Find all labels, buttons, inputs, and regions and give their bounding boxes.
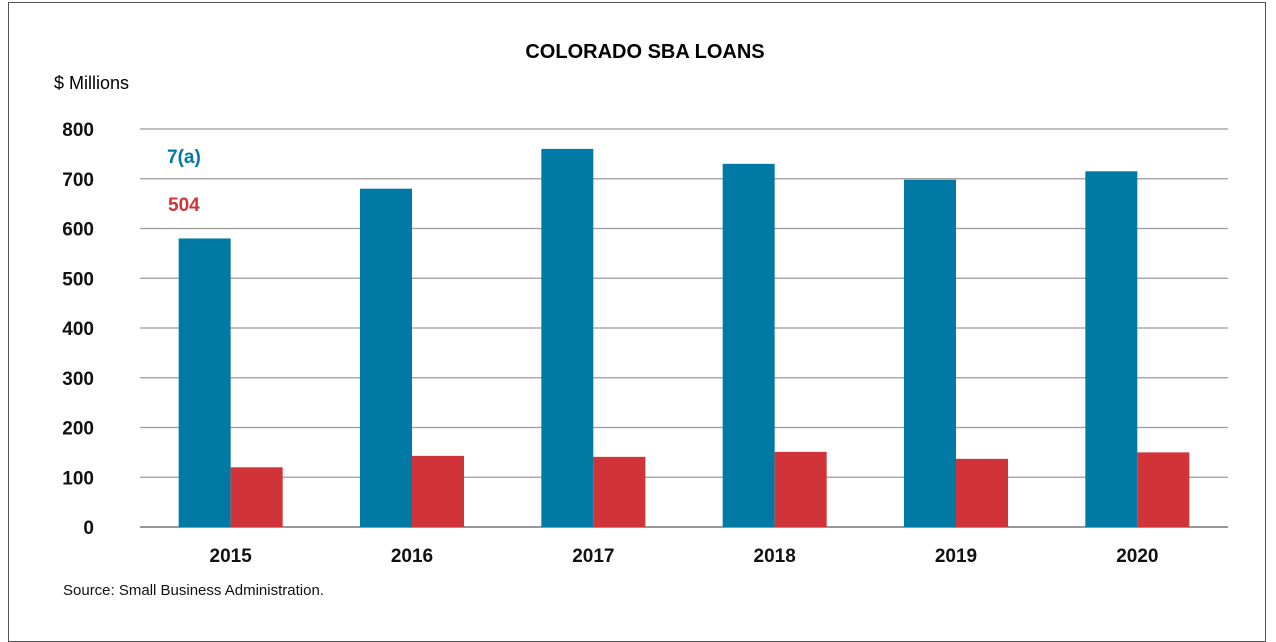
y-axis-ticks: 0 100 200 300 400 500 600 700 800 bbox=[62, 120, 94, 539]
chart-title: COLORADO SBA LOANS bbox=[525, 41, 764, 63]
y-tick-label: 700 bbox=[62, 170, 94, 191]
y-tick-label: 500 bbox=[62, 269, 94, 290]
bar-7a-2019 bbox=[904, 179, 956, 527]
bar-504-2017 bbox=[593, 456, 646, 527]
bar-7a-2016 bbox=[360, 188, 412, 527]
bar-7a-2017 bbox=[541, 148, 594, 527]
x-tick-label: 2018 bbox=[754, 546, 796, 567]
x-axis-ticks: 2015 2016 2017 2018 2019 2020 bbox=[210, 546, 1159, 567]
y-tick-label: 300 bbox=[62, 369, 94, 390]
gridlines bbox=[140, 128, 1228, 528]
bar-504-2020 bbox=[1137, 452, 1190, 527]
y-tick-label: 100 bbox=[62, 468, 94, 489]
y-tick-label: 600 bbox=[62, 220, 94, 241]
bar-7a-2015 bbox=[178, 238, 231, 527]
y-tick-label: 400 bbox=[62, 319, 94, 340]
bar-504-2016 bbox=[412, 455, 464, 527]
y-tick-label: 800 bbox=[62, 120, 94, 141]
x-tick-label: 2017 bbox=[572, 546, 614, 567]
chart-svg: COLORADO SBA LOANS $ Millions 0 100 200 300… bbox=[54, 41, 1228, 599]
bar-504-2015 bbox=[230, 467, 283, 527]
x-tick-label: 2016 bbox=[391, 546, 433, 567]
source-note: Source: Small Business Administration. bbox=[63, 582, 324, 599]
x-tick-label: 2020 bbox=[1116, 546, 1158, 567]
y-tick-label: 0 bbox=[83, 518, 94, 539]
x-tick-label: 2015 bbox=[210, 546, 253, 567]
y-axis-unit-label: $ Millions bbox=[54, 73, 129, 93]
legend-label-7a: 7(a) bbox=[167, 147, 201, 168]
bar-7a-2018 bbox=[722, 163, 775, 527]
bars bbox=[178, 148, 1190, 527]
y-tick-label: 200 bbox=[62, 419, 94, 440]
bar-504-2018 bbox=[774, 451, 827, 527]
legend-label-504: 504 bbox=[168, 195, 200, 216]
bar-7a-2020 bbox=[1085, 171, 1138, 527]
bar-504-2019 bbox=[956, 458, 1008, 527]
x-tick-label: 2019 bbox=[935, 546, 977, 567]
